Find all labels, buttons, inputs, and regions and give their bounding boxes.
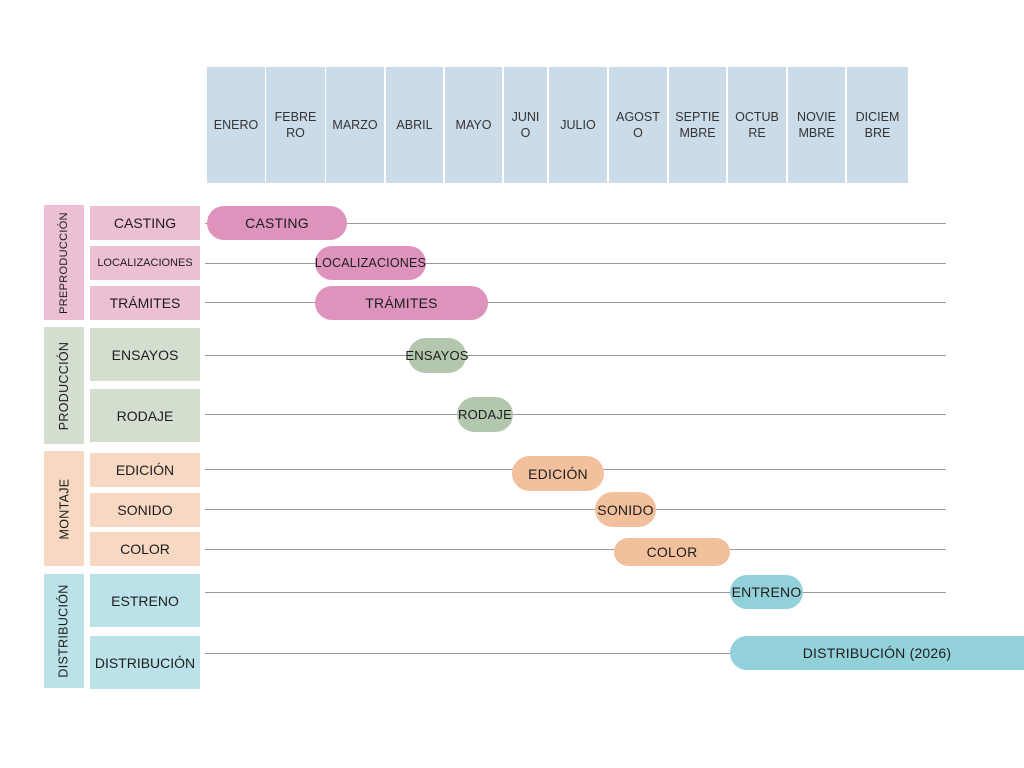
task-bar: DISTRIBUCIÓN (2026) <box>730 636 1024 670</box>
task-label: TRÁMITES <box>90 286 200 320</box>
task-label: RODAJE <box>90 389 200 442</box>
month-4: ABRIL <box>386 67 443 183</box>
row-guide-line <box>205 509 946 510</box>
task-label: COLOR <box>90 532 200 566</box>
row-guide-line <box>205 223 946 224</box>
row-guide-line <box>205 549 946 550</box>
phase-group: PRODUCCIÓN <box>44 327 84 444</box>
phase-group: DISTRIBUCIÓN <box>44 574 84 688</box>
row-guide-line <box>205 355 946 356</box>
month-12: DICIEMBRE <box>847 67 908 183</box>
phase-group: PREPRODUCCIÓN <box>44 205 84 320</box>
task-bar: EDICIÓN <box>512 456 604 491</box>
month-5: MAYO <box>445 67 502 183</box>
task-label: LOCALIZACIONES <box>90 246 200 280</box>
phase-group-label: PRODUCCIÓN <box>57 341 72 430</box>
task-bar: COLOR <box>614 538 730 566</box>
task-bar: RODAJE <box>457 397 513 432</box>
phase-group-label: PREPRODUCCIÓN <box>58 211 70 314</box>
month-1: ENERO <box>207 67 265 183</box>
row-guide-line <box>205 653 946 654</box>
month-6: JUNIO <box>504 67 547 183</box>
task-label: ESTRENO <box>90 574 200 627</box>
row-guide-line <box>205 592 946 593</box>
month-3: MARZO <box>326 67 384 183</box>
month-8: AGOSTO <box>609 67 667 183</box>
task-bar: CASTING <box>207 206 347 240</box>
month-10: OCTUBRE <box>728 67 786 183</box>
month-11: NOVIEMBRE <box>788 67 845 183</box>
phase-group-label: MONTAJE <box>57 478 71 539</box>
task-bar: ENSAYOS <box>405 338 468 373</box>
row-guide-line <box>205 263 946 264</box>
task-bar: TRÁMITES <box>315 286 488 320</box>
phase-group-label: DISTRIBUCIÓN <box>57 584 71 678</box>
month-2: FEBRERO <box>266 67 325 183</box>
row-guide-line <box>205 414 946 415</box>
task-label: ENSAYOS <box>90 328 200 381</box>
task-bar: LOCALIZACIONES <box>315 246 426 280</box>
month-9: SEPTIEMBRE <box>669 67 726 183</box>
task-label: CASTING <box>90 206 200 240</box>
month-7: JULIO <box>549 67 607 183</box>
task-bar: ENTRENO <box>730 575 803 609</box>
task-label: SONIDO <box>90 493 200 527</box>
phase-group: MONTAJE <box>44 451 84 566</box>
task-label: EDICIÓN <box>90 453 200 487</box>
row-guide-line <box>205 302 946 303</box>
month-header: ENERO FEBRERO MARZO ABRIL MAYO JUNIO JULIO AGOS… <box>0 0 1024 200</box>
task-label: DISTRIBUCIÓN <box>90 636 200 689</box>
task-bar: SONIDO <box>595 492 656 527</box>
